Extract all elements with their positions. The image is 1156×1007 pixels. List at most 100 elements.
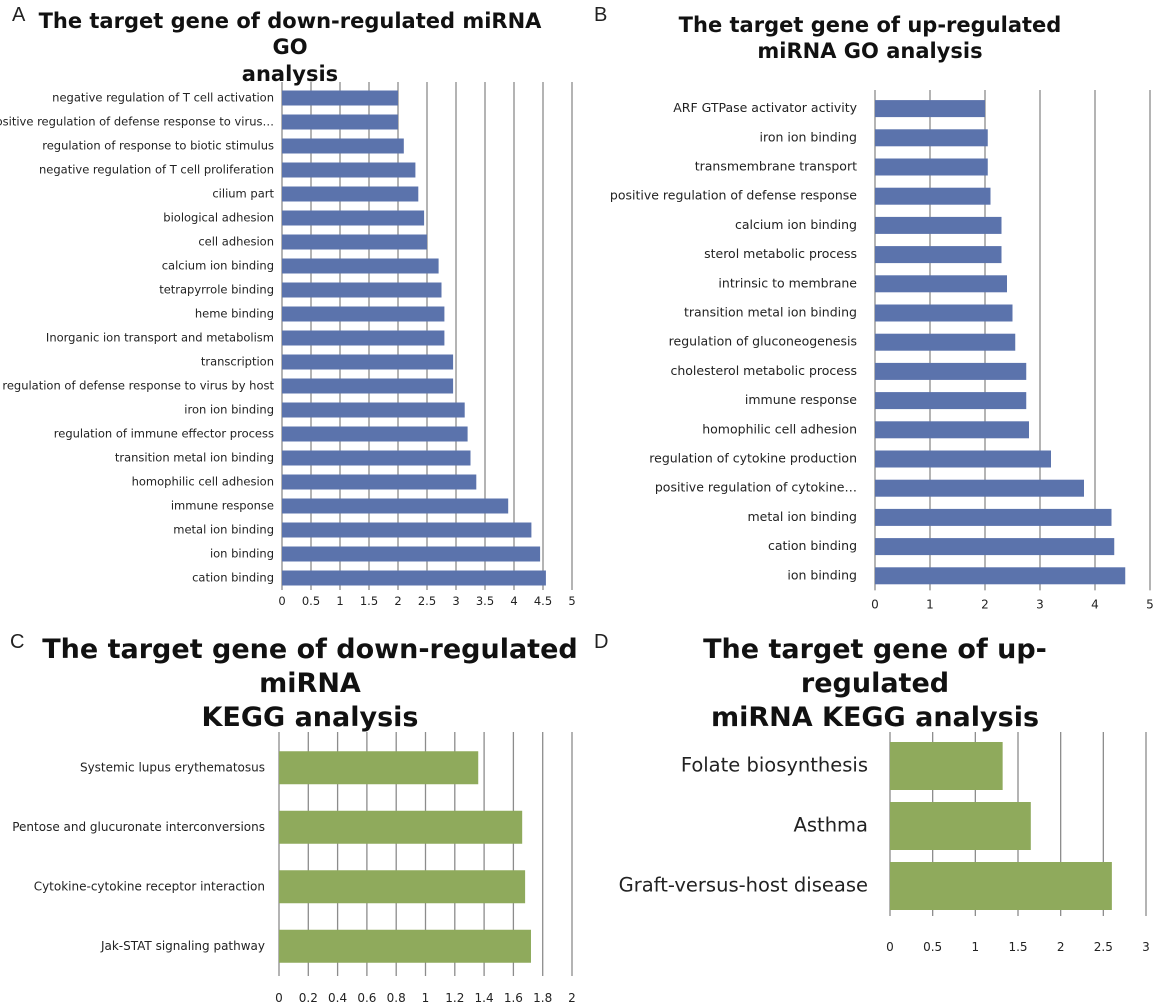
x-tick-label: 1 [422,991,430,1005]
bar [282,522,532,538]
bar [890,802,1031,850]
category-label: heme binding [195,307,274,321]
bar [875,246,1002,264]
bar [282,138,404,154]
x-tick-label: 0.2 [299,991,318,1005]
x-tick-label: 1.5 [360,594,378,608]
bar [282,258,439,274]
category-label: cation binding [768,538,857,553]
category-label: cholesterol metabolic process [670,363,857,378]
x-tick-label: 0.8 [387,991,406,1005]
panel-label-a: A [12,4,26,26]
bar [282,450,471,466]
x-tick-label: 0.6 [357,991,376,1005]
category-label: tetrapyrrole binding [159,283,274,297]
category-label: biological adhesion [163,211,274,225]
category-label: Jak-STAT signaling pathway [100,939,265,953]
bar [875,275,1007,293]
x-tick-label: 0 [871,597,879,611]
x-tick-label: 2.5 [418,594,436,608]
bar-chart-b: 0 1 2 3 4 5 ARF GTPase activator activity iron … [610,90,1154,611]
bar [875,450,1051,468]
chart-title-a-line-2: analysis [241,61,339,86]
bar [282,402,465,418]
chart-title-c: The target gene of down-regulated miRNA … [30,633,590,734]
bar [875,392,1027,410]
bar [282,90,398,106]
category-label: Systemic lupus erythematosus [80,760,265,774]
x-tick-label: 2.5 [1094,940,1113,954]
bar [875,538,1115,556]
chart-title-d-line-1: The target gene of up-regulated [703,634,1047,699]
x-tick-label: 1.2 [445,991,464,1005]
x-tick-label: 1.8 [533,991,552,1005]
category-label: transcription [201,355,274,369]
category-label: cation binding [192,571,274,585]
x-tick-label: 3 [452,594,459,608]
category-label: negative regulation of T cell activation [52,91,274,105]
bar [875,187,991,205]
x-tick-label: 4 [510,594,517,608]
bar [890,862,1112,910]
bar [875,508,1112,526]
x-tick-label: 0 [275,991,283,1005]
category-label: Inorganic ion transport and metabolism [46,331,274,345]
panel-label-c: C [10,631,25,653]
chart-panel-a: A The target gene of down-regulated miRN… [0,0,590,625]
category-label: metal ion binding [173,523,274,537]
category-label: ion binding [210,547,274,561]
bar [875,304,1013,322]
x-tick-label: 2 [394,594,401,608]
chart-title-b-line-1: The target gene of up-regulated [678,13,1062,37]
category-label: cilium part [212,187,274,201]
x-tick-label: 3 [1142,940,1150,954]
x-tick-label: 0.5 [923,940,942,954]
category-label: Graft-versus-host disease [619,874,868,897]
category-label: calcium ion binding [735,217,857,232]
category-label: ARF GTPase activator activity [673,100,857,115]
bar [875,421,1029,439]
chart-title-b-line-2: miRNA GO analysis [757,39,983,64]
bar [282,114,398,130]
category-label: intrinsic to membrane [718,275,857,290]
x-tick-label: 4.5 [534,594,552,608]
category-label: Cytokine-cytokine receptor interaction [34,879,265,893]
category-label: homophilic cell adhesion [702,421,857,436]
chart-panel-d: D The target gene of up-regulated miRNA … [590,625,1156,1007]
x-tick-label: 1 [336,594,343,608]
category-label: sterol metabolic process [704,246,857,261]
x-tick-label: 1 [926,597,934,611]
x-tick-label: 0 [278,594,285,608]
bar [282,546,541,562]
chart-title-d: The target gene of up-regulated miRNA KE… [630,633,1120,734]
x-tick-label: 0.4 [328,991,347,1005]
category-label: iron ion binding [184,403,274,417]
bar [282,570,546,586]
chart-title-d-line-2: miRNA KEGG analysis [710,701,1040,733]
category-label: regulation of immune effector process [54,427,274,441]
category-label: positive regulation of defense response [610,188,857,203]
bar [279,929,531,963]
x-tick-label: 5 [1146,597,1154,611]
category-label: iron ion binding [760,129,858,144]
x-tick-label: 0 [886,940,894,954]
chart-title-a: The target gene of down-regulated miRNA … [30,8,550,87]
x-tick-label: 3.5 [476,594,494,608]
category-label: transition metal ion binding [115,451,274,465]
bar [282,282,442,298]
bar [282,378,454,394]
category-label: metal ion binding [748,509,858,524]
bar-chart-a: 0 0.5 1 1.5 2 2.5 3 3.5 4 4.5 5 negative regulation… [0,82,576,608]
bar [282,354,454,370]
x-tick-label: 1.6 [504,991,523,1005]
bar [279,810,523,844]
x-tick-label: 1.5 [1008,940,1027,954]
chart-title-a-line-1: The target gene of down-regulated miRNA … [38,9,542,60]
bar [282,498,509,514]
x-tick-label: 1.4 [475,991,494,1005]
panel-label-b: B [594,4,608,26]
category-label: Pentose and glucuronate interconversions [12,820,265,834]
bar-chart-d: 0 0.5 1 1.5 2 2.5 3 Folate biosynthesis Asthma Gr… [619,732,1150,954]
bar [875,216,1002,234]
bar [875,567,1126,585]
